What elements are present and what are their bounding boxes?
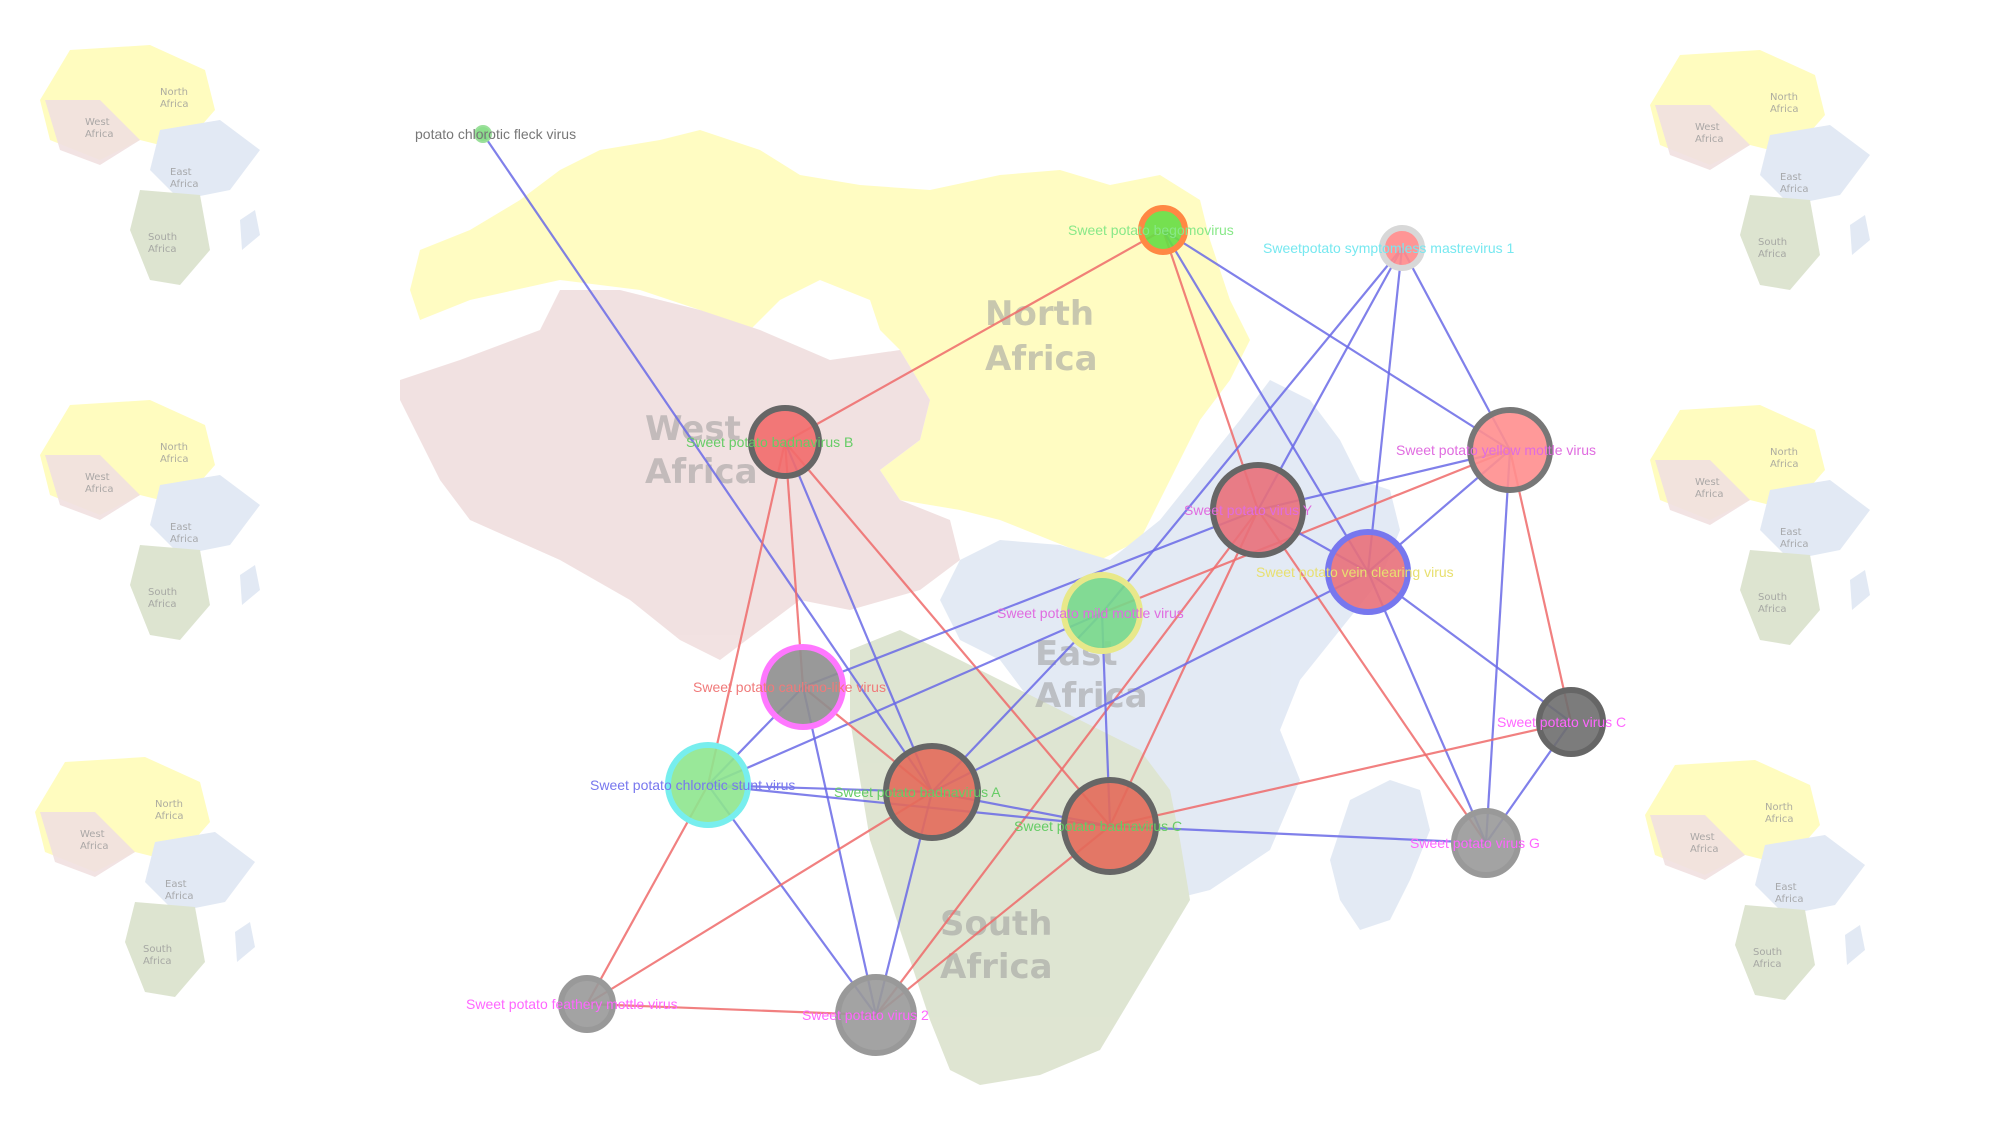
node-spv2[interactable] [835, 974, 917, 1056]
node-label-spv2: Sweet potato virus 2 [802, 1007, 929, 1023]
edge-spmmv-spcsv [707, 611, 1103, 787]
mini-africa-map-left-1 [40, 45, 260, 285]
node-label-spsmv1: Sweetpotato symptomless mastrevirus 1 [1263, 240, 1515, 256]
edge-spbadB-spbadC [784, 441, 1111, 827]
mini-africa-map-left-2 [40, 400, 260, 640]
map-label-south-2: Africa [940, 947, 1053, 987]
map-label-north-1: North [985, 294, 1094, 334]
node-label-spmmv: Sweet potato mild mottle virus [997, 605, 1184, 621]
node-label-spbadA: Sweet potato badnavirus A [834, 784, 1001, 800]
node-spfmv[interactable] [558, 975, 616, 1033]
edge-pcfv-spbadA [482, 133, 933, 793]
node-label-spymv: Sweet potato yellow mottle virus [1396, 442, 1596, 458]
node-label-spclv: Sweet potato caulimo-like virus [693, 679, 886, 695]
edge-spvc-spbadC [1109, 720, 1572, 828]
node-label-spcsv: Sweet potato chlorotic stunt virus [590, 777, 795, 793]
node-label-spbv: Sweet potato begomovirus [1068, 222, 1234, 238]
node-spbadC[interactable] [1061, 777, 1159, 875]
node-spymv[interactable] [1467, 407, 1553, 493]
edge-spvcv-spvg [1366, 571, 1488, 844]
mini-africa-map-right-2 [1650, 405, 1870, 645]
mini-africa-map-right-1 [1650, 50, 1870, 290]
node-spvc[interactable] [1536, 687, 1606, 757]
region-east-africa-island [1330, 780, 1430, 930]
node-spcsv[interactable] [665, 742, 751, 828]
node-label-spvc: Sweet potato virus C [1497, 714, 1626, 730]
edge-spbv-spvcv [1162, 229, 1369, 573]
node-spmmv[interactable] [1061, 572, 1143, 654]
node-label-spbadC: Sweet potato badnavirus C [1014, 818, 1182, 834]
map-label-south-1: South [940, 904, 1053, 944]
network-labels: potato chlorotic fleck virus Sweet potato… [415, 126, 1626, 1023]
node-label-pcfv: potato chlorotic fleck virus [415, 126, 576, 142]
node-label-spvcv: Sweet potato vein clearing virus [1256, 564, 1454, 580]
edge-spymv-spvg [1484, 449, 1512, 844]
edge-spvy-spclv [802, 508, 1259, 689]
network-edges [482, 133, 1573, 1017]
node-label-spvy: Sweet potato virus Y [1184, 502, 1313, 518]
edge-spbadB-spbadA [783, 441, 934, 793]
region-north-africa [410, 130, 1250, 560]
edge-spbadC-spv2 [875, 825, 1111, 1016]
edge-spclv-spv2 [801, 686, 878, 1016]
node-label-spvg: Sweet potato virus G [1410, 835, 1540, 851]
node-spvy[interactable] [1210, 462, 1306, 558]
map-label-east-2: Africa [1035, 676, 1148, 716]
edge-spymv-spvc [1508, 449, 1573, 723]
edge-spvcv-spbadA [931, 571, 1369, 793]
network-nodes [474, 125, 1606, 1056]
edge-spvy-spv2 [875, 509, 1259, 1016]
node-label-spbadB: Sweet potato badnavirus B [686, 434, 853, 450]
main-africa-map: North Africa West Africa East Africa Sou… [400, 130, 1430, 1085]
node-spclv[interactable] [760, 644, 846, 730]
node-spvg[interactable] [1451, 808, 1521, 878]
region-west-africa [400, 290, 960, 660]
mini-africa-map-left-3 [35, 757, 255, 997]
node-label-spfmv: Sweet potato feathery mottle virus [466, 996, 678, 1012]
edge-spcsv-spv2 [707, 784, 877, 1016]
edge-spsmv1-spvcv [1366, 247, 1404, 573]
edge-spvy-spvg [1257, 509, 1487, 844]
edge-spsmv1-spvy [1257, 247, 1403, 511]
node-pcfv[interactable] [474, 125, 492, 143]
node-spvcv[interactable] [1325, 529, 1411, 615]
edge-spbadA-spfmv [586, 791, 933, 1005]
edge-spymv-spmmv [1101, 448, 1511, 615]
edge-spvy-spbadC [1109, 509, 1259, 827]
node-spbadB[interactable] [748, 405, 822, 479]
node-spbv[interactable] [1138, 205, 1188, 255]
node-spsmv1[interactable] [1379, 225, 1425, 271]
edge-spbadC-spvg [1109, 824, 1487, 845]
mini-africa-map-right-3 [1645, 760, 1865, 1000]
edge-spbv-spvy [1161, 229, 1260, 511]
edge-spbadB-spcsv [706, 441, 787, 786]
node-spbadA[interactable] [883, 743, 981, 841]
edge-spfmv-spv2 [586, 1002, 877, 1017]
edge-spbv-spymv [1162, 229, 1511, 451]
map-label-north-2: Africa [985, 339, 1098, 379]
edge-spbv-spbadB [784, 229, 1164, 443]
map-label-west-2: Africa [645, 452, 758, 492]
